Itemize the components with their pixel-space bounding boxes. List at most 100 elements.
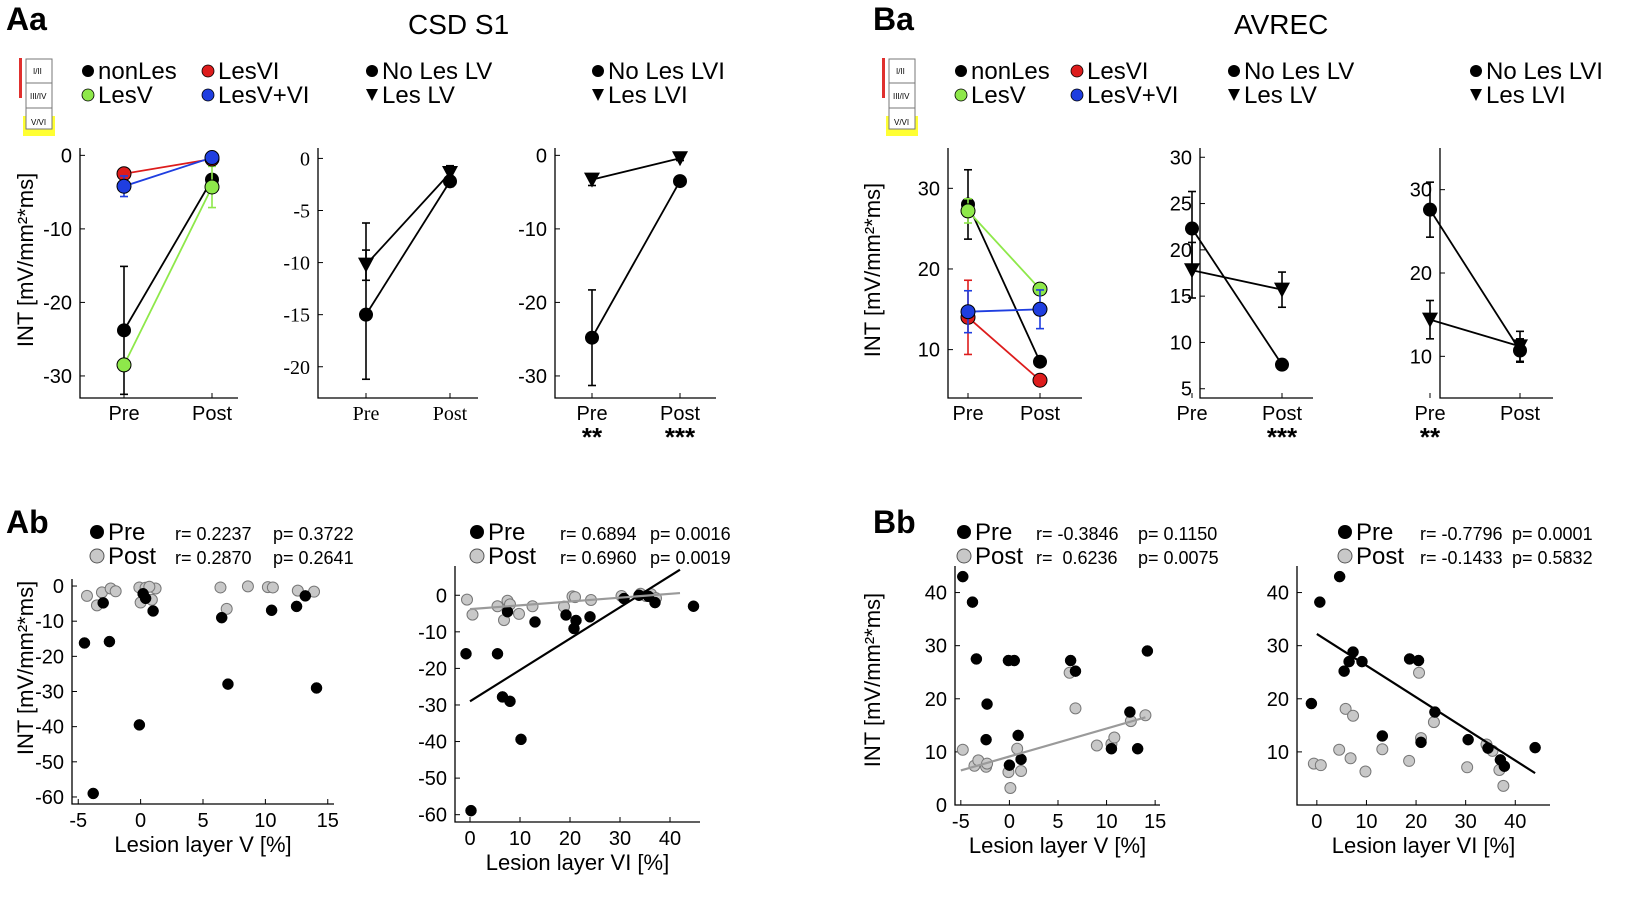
data-point (1461, 761, 1474, 774)
data-point (1275, 357, 1289, 372)
stat-r-post: r= 0.2870 (175, 548, 252, 568)
series-lesvi (116, 151, 220, 182)
axis-frame (71, 579, 334, 805)
data-point (147, 605, 159, 617)
data-point (1064, 654, 1077, 667)
legend-label-pre: Pre (975, 519, 1012, 546)
legend-marker-no-les-lv (1228, 65, 1240, 77)
series-line (967, 210, 1041, 290)
data-point (204, 150, 220, 166)
data-point (466, 608, 479, 621)
data-point (1462, 733, 1474, 746)
data-point (1108, 731, 1121, 744)
legend-marker-no-les-lvi (592, 65, 604, 77)
y-tick-label: 0 (300, 148, 310, 170)
series-post (1307, 666, 1510, 792)
stat-p-pre: p= 0.3722 (273, 524, 354, 544)
legend-lvi-b: No Les LVI Les LVI (1470, 58, 1603, 109)
title-avrec: AVREC (1234, 9, 1328, 40)
y-tick-label: -20 (518, 292, 547, 314)
legend-marker-lesv (954, 88, 968, 102)
series-les-lv (1184, 241, 1290, 309)
y-tick-label: 20 (1267, 689, 1289, 711)
series-no-les-lvi (585, 174, 687, 387)
data-point (214, 581, 227, 594)
stat-r-post: r= 0.6960 (560, 548, 637, 568)
y-tick-label: 0 (936, 795, 947, 817)
data-point (1339, 702, 1352, 715)
data-point (1413, 666, 1426, 679)
series-line (365, 172, 451, 266)
legend-label-lesvvi: LesV+VI (1087, 82, 1178, 109)
data-point (1333, 570, 1346, 583)
data-point (1344, 752, 1357, 765)
data-point (673, 174, 687, 189)
data-point (1032, 301, 1048, 317)
lesion-bar (19, 58, 22, 98)
stat-p-post: p= 0.5832 (1512, 548, 1593, 568)
data-point (109, 585, 122, 598)
x-tick-label-post: Post (433, 403, 468, 425)
stat-p-pre: p= 0.0001 (1512, 524, 1593, 544)
y-tick-label: -5 (293, 201, 310, 223)
y-tick-label: -60 (35, 787, 64, 809)
significance-marker: ** (1420, 422, 1441, 452)
data-point (1032, 372, 1048, 388)
series-lesv (960, 198, 1048, 297)
data-point (585, 330, 599, 345)
legend-label-pre: Pre (488, 519, 525, 546)
data-point (465, 804, 477, 817)
axis-frame (1439, 148, 1553, 399)
x-tick-label: 10 (1095, 811, 1117, 833)
data-point (1185, 221, 1199, 236)
y-tick-label: 15 (1170, 286, 1192, 308)
stat-p-post: p= 0.0019 (650, 548, 731, 568)
y-tick-label: 10 (1267, 742, 1289, 764)
x-tick-label: -5 (69, 810, 87, 832)
data-point (310, 682, 323, 694)
x-axis-label: Lesion layer VI [%] (486, 850, 669, 875)
layer-label-3: V/VI (894, 118, 909, 127)
x-tick-label: 10 (254, 810, 276, 832)
x-axis-label: Lesion layer V [%] (114, 832, 291, 857)
y-tick-label: 25 (1170, 194, 1192, 216)
x-tick-label: 0 (1004, 811, 1015, 833)
stat-r-pre: r= -0.7796 (1420, 524, 1503, 544)
data-point (649, 596, 661, 609)
data-point (1427, 716, 1440, 729)
y-axis-label: INT [mV/mm²*ms] (13, 581, 38, 755)
data-point (1131, 742, 1144, 755)
series-pre (78, 588, 323, 800)
x-axis-label: Lesion layer VI [%] (1332, 833, 1515, 858)
y-tick-label: 30 (1267, 636, 1289, 658)
data-point (117, 323, 131, 338)
y-tick-label: 0 (61, 145, 72, 167)
stat-p-pre: p= 0.0016 (650, 524, 731, 544)
chart-aa2: 0 -5 -10 -15 -20 Pre Post (283, 148, 478, 425)
legend-label-post: Post (1356, 543, 1404, 570)
data-point (215, 611, 228, 624)
y-tick-label: 20 (918, 259, 940, 281)
series-line (591, 157, 681, 181)
series-pre (1305, 570, 1541, 772)
significance-marker: *** (665, 422, 696, 452)
fit-line-post (469, 591, 681, 611)
data-point (560, 609, 572, 621)
legend-marker-no-les-lv (366, 65, 378, 77)
fit-line-pre (469, 568, 681, 703)
axis-frame (317, 148, 478, 399)
data-point (966, 596, 979, 608)
x-tick-label-post: Post (1020, 403, 1060, 425)
data-point (491, 648, 504, 660)
stat-p-post: p= 0.2641 (273, 548, 354, 568)
x-tick-label: 0 (135, 810, 146, 832)
data-point-triangle (442, 166, 458, 181)
legend-marker-lesvi (201, 64, 215, 78)
axis-frame (79, 148, 238, 399)
legend-label-no-les-lv: No Les LV (1244, 58, 1354, 85)
legend-stats-ab2: Pre Post r= 0.6894 p= 0.0016 r= 0.6960 p… (469, 519, 731, 570)
legend-marker-no-les-lvi (1470, 65, 1482, 77)
data-point (956, 743, 969, 756)
